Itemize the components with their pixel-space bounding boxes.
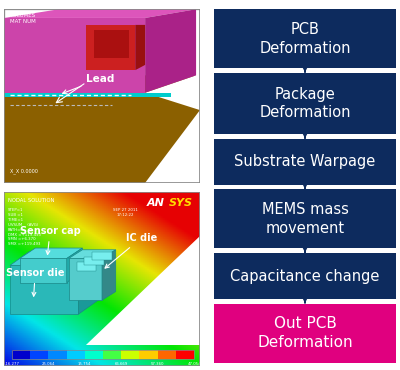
Text: 47.054: 47.054 xyxy=(187,362,201,366)
Text: 57.360: 57.360 xyxy=(151,362,164,366)
Bar xyxy=(140,350,158,359)
Text: SYS: SYS xyxy=(169,198,193,208)
Polygon shape xyxy=(20,248,82,259)
Bar xyxy=(12,350,194,359)
Bar xyxy=(92,252,112,260)
Text: Package
Deformation: Package Deformation xyxy=(259,87,351,120)
Polygon shape xyxy=(4,75,196,93)
Text: Sensor die: Sensor die xyxy=(6,268,64,296)
Bar xyxy=(214,189,396,249)
Text: Lead: Lead xyxy=(63,74,115,94)
Text: AN: AN xyxy=(147,198,165,208)
Polygon shape xyxy=(20,259,67,283)
Bar xyxy=(214,9,396,68)
Bar xyxy=(103,350,121,359)
Bar xyxy=(12,350,30,359)
Bar xyxy=(214,303,396,363)
Bar xyxy=(214,253,396,299)
Text: NODAL SOLUTION: NODAL SOLUTION xyxy=(8,198,54,203)
Text: STEP=1
SUB =1
TIME=1
UVSUM    (AVG)
RATH=0
DMX =+119.493
SMN =+6.370
SMX =+119.4: STEP=1 SUB =1 TIME=1 UVSUM (AVG) RATH=0 … xyxy=(8,208,41,246)
Bar xyxy=(66,350,85,359)
Text: IC die: IC die xyxy=(105,233,157,268)
Bar xyxy=(48,350,66,359)
Polygon shape xyxy=(102,250,116,300)
Text: X_X 0.0000: X_X 0.0000 xyxy=(10,169,38,175)
Polygon shape xyxy=(86,236,200,346)
Polygon shape xyxy=(69,250,116,259)
Polygon shape xyxy=(86,236,200,346)
Bar xyxy=(30,350,48,359)
Bar xyxy=(158,350,176,359)
Bar xyxy=(86,25,135,70)
Text: 15.754: 15.754 xyxy=(78,362,92,366)
Bar xyxy=(94,30,130,58)
Bar xyxy=(85,350,103,359)
Polygon shape xyxy=(145,9,196,93)
Bar xyxy=(176,350,194,359)
Bar xyxy=(121,350,140,359)
Polygon shape xyxy=(10,252,98,265)
Polygon shape xyxy=(4,18,145,93)
Text: SEP 27 2011
17:12:22: SEP 27 2011 17:12:22 xyxy=(113,208,138,217)
Text: VOLUMES
MAT NUM: VOLUMES MAT NUM xyxy=(10,13,36,24)
Polygon shape xyxy=(69,259,102,300)
Polygon shape xyxy=(135,25,145,70)
Text: PCB
Deformation: PCB Deformation xyxy=(259,22,351,56)
Bar xyxy=(214,139,396,185)
Polygon shape xyxy=(145,110,200,183)
Bar xyxy=(84,257,104,265)
Text: Sensor cap: Sensor cap xyxy=(20,226,80,255)
Polygon shape xyxy=(4,9,196,18)
Text: -16.277: -16.277 xyxy=(4,362,19,366)
Text: Out PCB
Deformation: Out PCB Deformation xyxy=(257,316,353,350)
Polygon shape xyxy=(10,265,78,314)
Polygon shape xyxy=(67,248,82,283)
Bar xyxy=(214,73,396,134)
Polygon shape xyxy=(4,93,200,183)
Text: 66.669: 66.669 xyxy=(114,362,128,366)
Polygon shape xyxy=(78,252,98,314)
Text: Capacitance change: Capacitance change xyxy=(230,269,380,283)
Text: MEMS mass
movement: MEMS mass movement xyxy=(262,202,348,236)
Bar xyxy=(76,262,96,270)
Text: 25.064: 25.064 xyxy=(42,362,55,366)
Polygon shape xyxy=(4,93,170,97)
Text: Substrate Warpage: Substrate Warpage xyxy=(234,154,376,169)
